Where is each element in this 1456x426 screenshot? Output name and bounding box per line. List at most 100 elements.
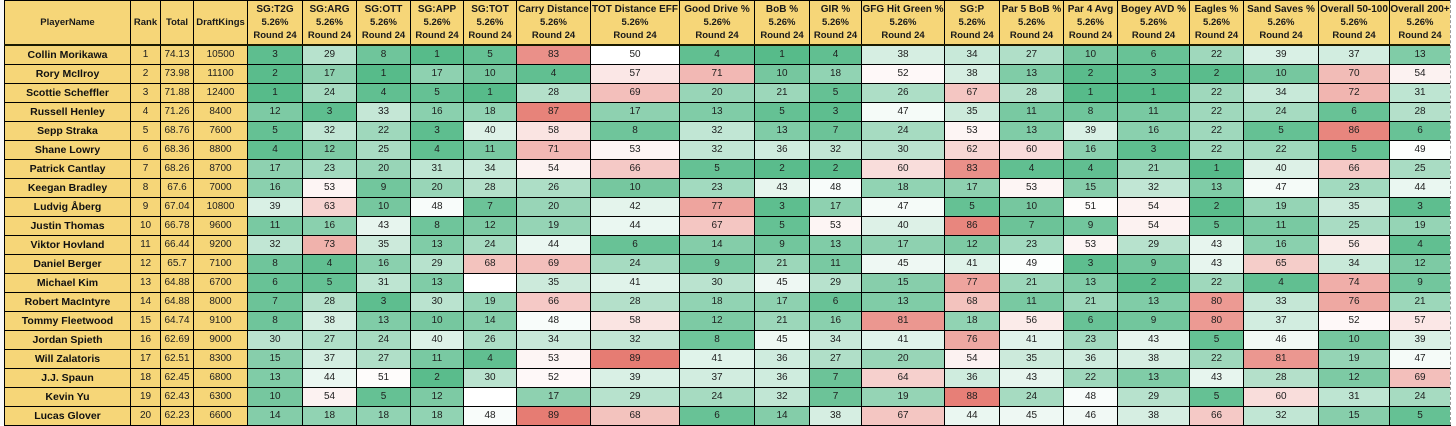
stat-cell-overall-200[interactable]: 57 — [1389, 310, 1451, 331]
stat-cell-sg-arg[interactable]: 17 — [302, 63, 357, 84]
draftkings-salary-cell[interactable]: 6600 — [193, 405, 248, 426]
stat-cell-overall-50-100[interactable]: 31 — [1318, 386, 1390, 407]
stat-cell-bogey-avd[interactable]: 32 — [1117, 177, 1190, 198]
stat-cell-par-5-bob[interactable]: 4 — [999, 158, 1064, 179]
stat-cell-sg-ott[interactable]: 4 — [356, 82, 411, 103]
stat-cell-par-4-avg[interactable]: 46 — [1063, 405, 1118, 426]
stat-cell-overall-50-100[interactable]: 15 — [1318, 405, 1390, 426]
stat-cell-sg-arg[interactable]: 5 — [302, 272, 357, 293]
stat-cell-sg-arg[interactable]: 27 — [302, 329, 357, 350]
rank-cell[interactable]: 10 — [130, 215, 161, 236]
stat-cell-sg-ott[interactable]: 27 — [356, 348, 411, 369]
stat-cell-bogey-avd[interactable]: 29 — [1117, 234, 1190, 255]
stat-cell-sg-arg[interactable]: 16 — [302, 215, 357, 236]
stat-cell-sand-saves[interactable]: 24 — [1243, 101, 1319, 122]
stat-cell-par-4-avg[interactable]: 22 — [1063, 367, 1118, 388]
stat-cell-sg-ott[interactable]: 18 — [356, 405, 411, 426]
rank-cell[interactable]: 15 — [130, 310, 161, 331]
draftkings-salary-cell[interactable]: 7100 — [193, 253, 248, 274]
stat-cell-eagles[interactable]: 43 — [1189, 367, 1244, 388]
stat-cell-sg-p[interactable]: 41 — [944, 253, 1000, 274]
stat-cell-gir[interactable]: 7 — [809, 120, 862, 141]
player-name-cell[interactable]: Justin Thomas — [4, 215, 131, 236]
stat-cell-par-4-avg[interactable]: 53 — [1063, 234, 1118, 255]
stat-cell-sg-arg[interactable]: 53 — [302, 177, 357, 198]
rank-cell[interactable]: 9 — [130, 196, 161, 217]
stat-cell-bogey-avd[interactable]: 54 — [1117, 215, 1190, 236]
stat-cell-sg-t2g[interactable]: 4 — [247, 139, 303, 160]
stat-cell-par-5-bob[interactable]: 60 — [999, 139, 1064, 160]
stat-cell-sg-ott[interactable]: 16 — [356, 253, 411, 274]
stat-cell-sand-saves[interactable]: 33 — [1243, 291, 1319, 312]
stat-cell-overall-200[interactable]: 69 — [1389, 367, 1451, 388]
stat-cell-bob[interactable]: 43 — [754, 177, 810, 198]
stat-cell-eagles[interactable]: 43 — [1189, 234, 1244, 255]
stat-cell-overall-200[interactable]: 6 — [1389, 120, 1451, 141]
stat-cell-bob[interactable]: 36 — [754, 367, 810, 388]
stat-cell-sg-p[interactable]: 17 — [944, 177, 1000, 198]
stat-cell-tot-distance-eff[interactable]: 57 — [590, 63, 680, 84]
stat-cell-sg-app[interactable]: 40 — [410, 329, 464, 350]
stat-cell-eagles[interactable]: 22 — [1189, 101, 1244, 122]
stat-cell-eagles[interactable]: 22 — [1189, 120, 1244, 141]
stat-cell-bogey-avd[interactable]: 2 — [1117, 272, 1190, 293]
stat-cell-sg-p[interactable]: 83 — [944, 158, 1000, 179]
stat-cell-good-drive[interactable]: 12 — [679, 310, 755, 331]
player-name-cell[interactable]: Kevin Yu — [4, 386, 131, 407]
player-name-cell[interactable]: Michael Kim — [4, 272, 131, 293]
draftkings-salary-cell[interactable]: 10500 — [193, 44, 248, 65]
stat-cell-overall-50-100[interactable]: 35 — [1318, 196, 1390, 217]
total-cell[interactable]: 67.6 — [160, 177, 194, 198]
draftkings-salary-cell[interactable]: 7000 — [193, 177, 248, 198]
stat-cell-sg-app[interactable]: 13 — [410, 234, 464, 255]
stat-cell-sg-app[interactable]: 13 — [410, 272, 464, 293]
stat-cell-par-5-bob[interactable]: 10 — [999, 196, 1064, 217]
total-cell[interactable]: 66.44 — [160, 234, 194, 255]
stat-cell-overall-200[interactable]: 3 — [1389, 196, 1451, 217]
stat-cell-carry-distance[interactable]: 66 — [516, 291, 591, 312]
stat-cell-overall-50-100[interactable]: 34 — [1318, 253, 1390, 274]
stat-cell-par-5-bob[interactable]: 45 — [999, 405, 1064, 426]
total-cell[interactable]: 64.88 — [160, 272, 194, 293]
stat-cell-tot-distance-eff[interactable]: 32 — [590, 329, 680, 350]
stat-cell-sg-tot[interactable]: 1 — [463, 82, 517, 103]
stat-cell-gfg-hit-green[interactable]: 41 — [861, 329, 945, 350]
stat-cell-sg-tot[interactable]: 28 — [463, 177, 517, 198]
stat-cell-carry-distance[interactable]: 53 — [516, 348, 591, 369]
stat-cell-sg-arg[interactable]: 29 — [302, 44, 357, 65]
stat-cell-sg-ott[interactable]: 10 — [356, 196, 411, 217]
player-name-cell[interactable]: Shane Lowry — [4, 139, 131, 160]
stat-cell-bob[interactable]: 5 — [754, 101, 810, 122]
stat-cell-sg-ott[interactable]: 24 — [356, 329, 411, 350]
stat-cell-par-4-avg[interactable]: 23 — [1063, 329, 1118, 350]
stat-cell-good-drive[interactable]: 77 — [679, 196, 755, 217]
stat-cell-sg-tot[interactable]: 5 — [463, 44, 517, 65]
stat-cell-good-drive[interactable]: 37 — [679, 367, 755, 388]
total-cell[interactable]: 68.76 — [160, 120, 194, 141]
stat-cell-good-drive[interactable]: 23 — [679, 177, 755, 198]
stat-cell-gir[interactable]: 27 — [809, 348, 862, 369]
stat-cell-sg-tot[interactable]: 68 — [463, 253, 517, 274]
stat-cell-par-5-bob[interactable]: 21 — [999, 272, 1064, 293]
col-header-sand-saves[interactable]: Sand Saves % 5.26% Round 24 — [1243, 0, 1319, 46]
stat-cell-sg-tot[interactable]: 19 — [463, 291, 517, 312]
stat-cell-sg-p[interactable]: 86 — [944, 215, 1000, 236]
total-cell[interactable]: 68.36 — [160, 139, 194, 160]
stat-cell-sg-ott[interactable]: 13 — [356, 310, 411, 331]
stat-cell-sand-saves[interactable]: 22 — [1243, 139, 1319, 160]
stat-cell-tot-distance-eff[interactable]: 42 — [590, 196, 680, 217]
stat-cell-overall-200[interactable]: 47 — [1389, 348, 1451, 369]
player-name-cell[interactable]: Collin Morikawa — [4, 44, 131, 65]
draftkings-salary-cell[interactable]: 8000 — [193, 291, 248, 312]
stat-cell-carry-distance[interactable]: 28 — [516, 82, 591, 103]
stat-cell-sg-ott[interactable]: 51 — [356, 367, 411, 388]
stat-cell-par-4-avg[interactable]: 15 — [1063, 177, 1118, 198]
stat-cell-sand-saves[interactable]: 40 — [1243, 158, 1319, 179]
col-header-overall-200[interactable]: Overall 200+ 5.26% Round 24 — [1389, 0, 1451, 46]
draftkings-salary-cell[interactable]: 12400 — [193, 82, 248, 103]
player-name-cell[interactable]: Patrick Cantlay — [4, 158, 131, 179]
stat-cell-bogey-avd[interactable]: 16 — [1117, 120, 1190, 141]
stat-cell-par-5-bob[interactable]: 11 — [999, 101, 1064, 122]
player-name-cell[interactable]: Keegan Bradley — [4, 177, 131, 198]
stat-cell-sg-arg[interactable]: 54 — [302, 386, 357, 407]
